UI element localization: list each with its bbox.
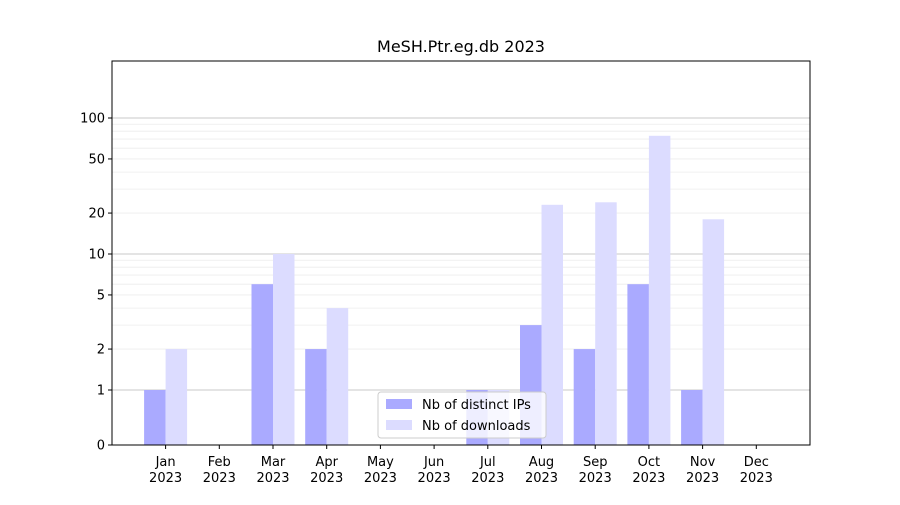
x-tick-label-month: Dec: [744, 455, 769, 470]
grid-lines: [112, 117, 810, 391]
legend-swatch-distinct-ips: [386, 399, 412, 409]
y-tick-label: 50: [88, 152, 105, 167]
x-tick-label-year: 2023: [471, 471, 504, 486]
x-tick-label-month: Aug: [529, 455, 554, 470]
plot-frame: [111, 60, 811, 446]
x-tick-label-month: Jul: [479, 455, 496, 470]
legend-label-distinct-ips: Nb of distinct IPs: [422, 398, 531, 413]
x-tick-label-month: Jan: [155, 455, 176, 470]
bar-downloads: [326, 308, 349, 445]
x-tick-label-month: Apr: [315, 455, 338, 470]
x-tick-label-month: Oct: [638, 455, 660, 470]
x-tick-label-year: 2023: [310, 471, 343, 486]
bar-downloads: [702, 219, 725, 445]
bar-distinct-ips: [305, 349, 327, 445]
legend: Nb of distinct IPs Nb of downloads: [377, 391, 547, 439]
bar-downloads: [165, 349, 188, 445]
y-tick-label: 100: [80, 112, 105, 127]
x-tick-label-year: 2023: [686, 471, 719, 486]
bar-downloads: [541, 204, 563, 445]
bars: [144, 135, 725, 445]
bar-distinct-ips: [144, 390, 166, 445]
x-tick-label-month: May: [367, 455, 394, 470]
x-tick-label-year: 2023: [525, 471, 558, 486]
bar-distinct-ips: [627, 284, 649, 445]
x-tick-label-month: Nov: [690, 455, 716, 470]
bar-downloads: [648, 135, 671, 445]
legend-label-downloads: Nb of downloads: [422, 419, 531, 434]
x-tick-label-month: Mar: [261, 455, 286, 470]
x-tick-label-year: 2023: [203, 471, 236, 486]
x-tick-label-year: 2023: [256, 471, 289, 486]
x-tick-label-month: Sep: [583, 455, 608, 470]
legend-box: [377, 391, 547, 439]
bar-downloads: [595, 202, 617, 445]
x-tick-label-month: Jun: [423, 455, 444, 470]
y-tick-label: 20: [88, 207, 105, 222]
y-axis: 0 1 2 5 10 20 50 100: [80, 112, 112, 454]
bar-distinct-ips: [251, 284, 273, 445]
chart-title: MeSH.Ptr.eg.db 2023: [377, 37, 545, 56]
x-tick-label-year: 2023: [632, 471, 665, 486]
x-tick-label-year: 2023: [579, 471, 612, 486]
bar-distinct-ips: [573, 349, 596, 445]
x-tick-label-month: Feb: [208, 455, 231, 470]
x-tick-label-year: 2023: [149, 471, 182, 486]
bar-distinct-ips: [681, 390, 703, 445]
x-tick-label-year: 2023: [418, 471, 451, 486]
x-tick-label-year: 2023: [740, 471, 773, 486]
y-tick-label: 0: [97, 439, 105, 454]
y-tick-label: 2: [97, 343, 105, 358]
x-axis: Jan2023Feb2023Mar2023Apr2023May2023Jun20…: [149, 445, 773, 486]
x-tick-label-year: 2023: [364, 471, 397, 486]
y-tick-label: 10: [88, 248, 105, 263]
y-tick-label: 1: [97, 384, 105, 399]
legend-swatch-downloads: [386, 420, 412, 430]
bar-downloads: [273, 254, 295, 445]
y-tick-label: 5: [97, 288, 105, 303]
